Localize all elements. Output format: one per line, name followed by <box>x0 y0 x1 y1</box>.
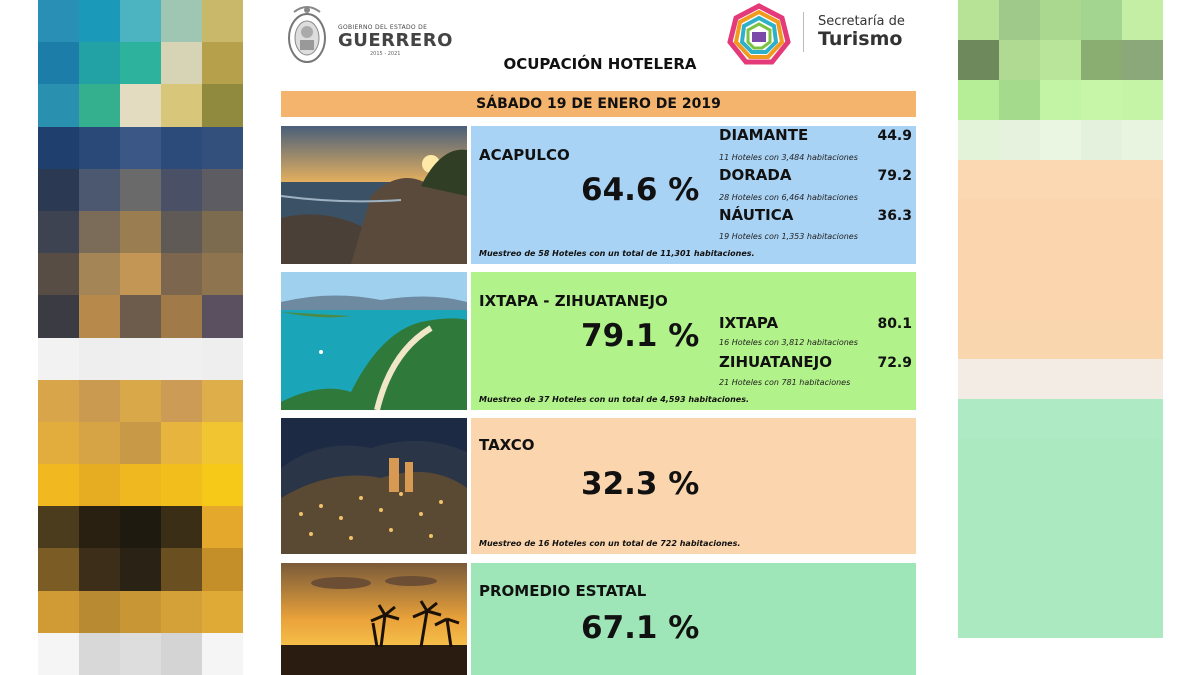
ixtapa-name: IXTAPA - ZIHUATANEJO <box>479 292 668 310</box>
zone-diamante-detail: 11 Hoteles con 3,484 habitaciones <box>719 153 858 162</box>
gov-subtitle: GOBIERNO DEL ESTADO DE <box>338 24 428 31</box>
logo-divider <box>803 12 804 52</box>
acapulco-name: ACAPULCO <box>479 146 570 164</box>
ixtapa-info: IXTAPA - ZIHUATANEJO 79.1 % IXTAPA 80.1 … <box>471 272 916 410</box>
taxco-name: TAXCO <box>479 436 535 454</box>
secretaria-label: Secretaría de <box>818 14 905 29</box>
zone-ixtapa-detail: 16 Hoteles con 3,812 habitaciones <box>719 338 858 347</box>
zone-diamante-value: 44.9 <box>877 128 912 144</box>
zone-zihuatanejo-name: ZIHUATANEJO <box>719 353 832 371</box>
taxco-info: TAXCO 32.3 % Muestreo de 16 Hoteles con … <box>471 418 916 554</box>
acapulco-occupancy: 64.6 % <box>581 172 700 208</box>
turismo-label: Turismo <box>818 28 903 50</box>
zone-dorada-detail: 28 Hoteles con 6,464 habitaciones <box>719 193 858 202</box>
zone-zihuatanejo-detail: 21 Hoteles con 781 habitaciones <box>719 378 851 387</box>
left-side-thumbnail-column <box>38 0 243 675</box>
promedio-occupancy: 67.1 % <box>581 610 700 646</box>
gov-name: GUERRERO <box>338 30 453 51</box>
zone-zihuatanejo-value: 72.9 <box>877 355 912 371</box>
guerrero-seal-icon <box>288 6 326 63</box>
zone-dorada-name: DORADA <box>719 166 792 184</box>
taxco-photo <box>281 418 467 554</box>
promedio-info: PROMEDIO ESTATAL 67.1 % <box>471 563 916 675</box>
acapulco-panel: ACAPULCO 64.6 % DIAMANTE 44.9 11 Hoteles… <box>281 126 916 264</box>
acapulco-sample-note: Muestreo de 58 Hoteles con un total de 1… <box>479 249 755 258</box>
report-date-bar: SÁBADO 19 DE ENERO DE 2019 <box>281 91 916 117</box>
zone-nautica-value: 36.3 <box>877 208 912 224</box>
ixtapa-occupancy: 79.1 % <box>581 318 700 354</box>
promedio-name: PROMEDIO ESTATAL <box>479 582 647 600</box>
taxco-sample-note: Muestreo de 16 Hoteles con un total de 7… <box>479 539 741 548</box>
zone-ixtapa-name: IXTAPA <box>719 314 779 332</box>
turismo-logo-icon <box>727 3 791 65</box>
ixtapa-photo <box>281 272 467 410</box>
page-title: OCUPACIÓN HOTELERA <box>503 55 697 73</box>
promedio-photo <box>281 563 467 675</box>
zone-nautica-name: NÁUTICA <box>719 206 794 224</box>
acapulco-info: ACAPULCO 64.6 % DIAMANTE 44.9 11 Hoteles… <box>471 126 916 264</box>
zone-ixtapa-value: 80.1 <box>877 316 912 332</box>
promedio-panel: PROMEDIO ESTATAL 67.1 % <box>281 563 916 675</box>
ixtapa-sample-note: Muestreo de 37 Hoteles con un total de 4… <box>479 395 750 404</box>
ixtapa-panel: IXTAPA - ZIHUATANEJO 79.1 % IXTAPA 80.1 … <box>281 272 916 410</box>
zone-dorada-value: 79.2 <box>877 168 912 184</box>
taxco-occupancy: 32.3 % <box>581 466 700 502</box>
zone-diamante-name: DIAMANTE <box>719 126 809 144</box>
gov-years: 2015 - 2021 <box>370 51 401 57</box>
zone-nautica-detail: 19 Hoteles con 1,353 habitaciones <box>719 232 858 241</box>
taxco-panel: TAXCO 32.3 % Muestreo de 16 Hoteles con … <box>281 418 916 554</box>
right-side-thumbnail-column <box>958 0 1163 638</box>
acapulco-photo <box>281 126 467 264</box>
